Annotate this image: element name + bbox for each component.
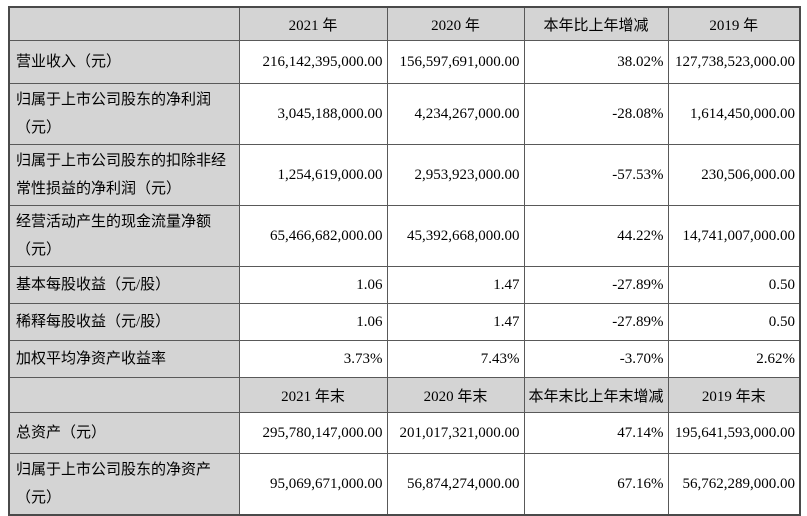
value-2020-end: 56,874,274,000.00 <box>386 453 525 516</box>
row-label: 经营活动产生的现金流量净额（元） <box>8 205 240 267</box>
row-label: 加权平均净资产收益率 <box>8 340 240 378</box>
header-yearend-change: 本年末比上年末增减 <box>523 377 669 413</box>
row-label: 营业收入（元） <box>8 40 240 84</box>
value-2020-end: 201,017,321,000.00 <box>386 412 525 454</box>
table-row-weighted-avg-roe: 加权平均净资产收益率 3.73% 7.43% -3.70% 2.62% <box>8 340 801 378</box>
value-2021: 3.73% <box>238 340 388 378</box>
value-change: -27.89% <box>523 266 669 304</box>
table-row-revenue: 营业收入（元） 216,142,395,000.00 156,597,691,0… <box>8 40 801 84</box>
financial-summary: 2021 年 2020 年 本年比上年增减 2019 年 营业收入（元） 216… <box>8 6 801 516</box>
value-2021-end: 95,069,671,000.00 <box>238 453 388 516</box>
header-2019: 2019 年 <box>667 6 801 41</box>
header-2020-end: 2020 年末 <box>386 377 525 413</box>
value-2021: 1.06 <box>238 303 388 341</box>
header-2021: 2021 年 <box>238 6 388 41</box>
value-2021: 216,142,395,000.00 <box>238 40 388 84</box>
value-2021: 1.06 <box>238 266 388 304</box>
financial-summary-table: 2021 年 2020 年 本年比上年增减 2019 年 营业收入（元） 216… <box>8 6 801 516</box>
yearend-header-row: 2021 年末 2020 年末 本年末比上年末增减 2019 年末 <box>8 377 801 413</box>
row-label: 归属于上市公司股东的净利润（元） <box>8 83 240 145</box>
value-2020: 7.43% <box>386 340 525 378</box>
value-2019: 0.50 <box>667 266 801 304</box>
row-label: 稀释每股收益（元/股） <box>8 303 240 341</box>
header-2020: 2020 年 <box>386 6 525 41</box>
value-2020: 2,953,923,000.00 <box>386 144 525 206</box>
value-2019-end: 56,762,289,000.00 <box>667 453 801 516</box>
table-row-total-assets: 总资产（元） 295,780,147,000.00 201,017,321,00… <box>8 412 801 454</box>
value-2019: 2.62% <box>667 340 801 378</box>
header-blank-cell <box>8 6 240 41</box>
value-2019: 1,614,450,000.00 <box>667 83 801 145</box>
value-2020: 4,234,267,000.00 <box>386 83 525 145</box>
row-label: 归属于上市公司股东的扣除非经常性损益的净利润（元） <box>8 144 240 206</box>
header-2019-end: 2019 年末 <box>667 377 801 413</box>
year-header-row: 2021 年 2020 年 本年比上年增减 2019 年 <box>8 6 801 41</box>
row-label: 归属于上市公司股东的净资产（元） <box>8 453 240 516</box>
table-row-basic-eps: 基本每股收益（元/股） 1.06 1.47 -27.89% 0.50 <box>8 266 801 304</box>
value-2020: 156,597,691,000.00 <box>386 40 525 84</box>
header-yoy-change: 本年比上年增减 <box>523 6 669 41</box>
value-2020: 45,392,668,000.00 <box>386 205 525 267</box>
value-2021: 65,466,682,000.00 <box>238 205 388 267</box>
value-change: -28.08% <box>523 83 669 145</box>
value-change: -27.89% <box>523 303 669 341</box>
table-row-net-profit-excl-nonrecurring: 归属于上市公司股东的扣除非经常性损益的净利润（元） 1,254,619,000.… <box>8 144 801 206</box>
header-2021-end: 2021 年末 <box>238 377 388 413</box>
value-2019-end: 195,641,593,000.00 <box>667 412 801 454</box>
value-2019: 0.50 <box>667 303 801 341</box>
table-row-net-assets: 归属于上市公司股东的净资产（元） 95,069,671,000.00 56,87… <box>8 453 801 516</box>
value-change: 47.14% <box>523 412 669 454</box>
row-label: 总资产（元） <box>8 412 240 454</box>
table-row-net-profit: 归属于上市公司股东的净利润（元） 3,045,188,000.00 4,234,… <box>8 83 801 145</box>
value-change: 38.02% <box>523 40 669 84</box>
value-2020: 1.47 <box>386 266 525 304</box>
row-label: 基本每股收益（元/股） <box>8 266 240 304</box>
value-change: -3.70% <box>523 340 669 378</box>
value-2019: 230,506,000.00 <box>667 144 801 206</box>
value-2019: 127,738,523,000.00 <box>667 40 801 84</box>
value-2019: 14,741,007,000.00 <box>667 205 801 267</box>
value-2021: 3,045,188,000.00 <box>238 83 388 145</box>
table-row-diluted-eps: 稀释每股收益（元/股） 1.06 1.47 -27.89% 0.50 <box>8 303 801 341</box>
value-change: 44.22% <box>523 205 669 267</box>
header-blank-cell <box>8 377 240 413</box>
value-2020: 1.47 <box>386 303 525 341</box>
value-2021-end: 295,780,147,000.00 <box>238 412 388 454</box>
value-change: -57.53% <box>523 144 669 206</box>
table-row-operating-cashflow: 经营活动产生的现金流量净额（元） 65,466,682,000.00 45,39… <box>8 205 801 267</box>
value-2021: 1,254,619,000.00 <box>238 144 388 206</box>
value-change: 67.16% <box>523 453 669 516</box>
